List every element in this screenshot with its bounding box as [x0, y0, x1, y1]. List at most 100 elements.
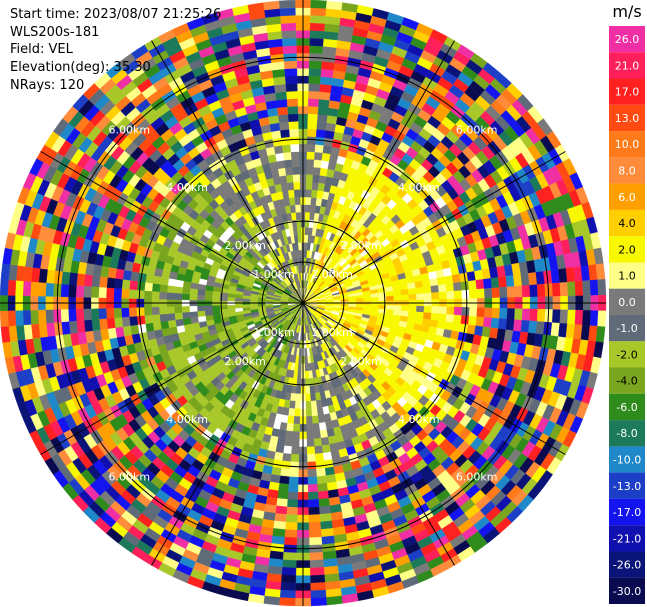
velocity-gate — [76, 273, 86, 286]
range-ring-label: 1.00km — [311, 326, 353, 339]
velocity-gate — [159, 313, 168, 322]
velocity-gate — [322, 145, 333, 155]
velocity-gate — [286, 499, 298, 508]
range-ring-label: 6.00km — [456, 123, 498, 136]
velocity-gate — [385, 295, 395, 301]
velocity-gate — [323, 558, 338, 568]
velocity-gate — [291, 158, 300, 168]
velocity-gate — [317, 414, 326, 424]
velocity-gate — [430, 285, 440, 294]
velocity-gate — [189, 305, 198, 313]
velocity-gate — [151, 314, 161, 323]
velocity-gate — [536, 283, 546, 298]
velocity-gate — [521, 308, 531, 321]
velocity-gate — [121, 316, 131, 327]
velocity-gate — [445, 314, 455, 323]
velocity-gate — [574, 280, 584, 297]
velocity-gate — [308, 529, 322, 538]
velocity-gate — [283, 445, 292, 455]
velocity-gate — [595, 263, 606, 280]
velocity-gate — [263, 0, 280, 11]
velocity-gate — [453, 314, 462, 324]
velocity-gate — [310, 15, 326, 24]
velocity-gate — [280, 22, 297, 32]
velocity-gate — [280, 574, 297, 584]
velocity-gate — [491, 307, 501, 319]
velocity-gate — [281, 30, 297, 39]
colorbar-tick-label: 10.0 — [615, 138, 640, 151]
velocity-gate — [285, 75, 298, 85]
velocity-gate — [284, 159, 293, 168]
velocity-gate — [315, 136, 325, 146]
velocity-gate — [128, 307, 138, 317]
velocity-gate — [61, 271, 71, 285]
velocity-gate — [91, 275, 101, 288]
velocity-gate — [552, 309, 561, 324]
velocity-gate — [293, 181, 301, 190]
velocity-gate — [309, 392, 317, 402]
velocity-gate — [292, 431, 300, 440]
velocity-gate — [274, 513, 287, 523]
velocity-gate — [293, 408, 301, 417]
velocity-gate — [484, 287, 493, 299]
velocity-gate — [317, 114, 328, 123]
velocity-gate — [431, 306, 440, 314]
velocity-gate — [393, 305, 402, 311]
velocity-gate — [212, 309, 221, 316]
velocity-gate — [491, 287, 501, 299]
velocity-gate — [204, 309, 214, 317]
colorbar-tick-label: 4.0 — [618, 217, 636, 230]
velocity-gate — [83, 274, 93, 287]
velocity-gate — [348, 298, 357, 302]
velocity-gate — [167, 319, 177, 328]
velocity-gate — [393, 295, 402, 301]
velocity-gate — [559, 282, 569, 297]
velocity-gate — [275, 444, 285, 454]
velocity-gate — [289, 400, 296, 409]
velocity-gate — [105, 307, 115, 319]
velocity-gate — [268, 558, 283, 568]
velocity-gate — [182, 311, 191, 319]
velocity-gate — [284, 68, 298, 77]
velocity-gate — [182, 317, 192, 326]
colorbar-cells: 26.021.017.013.010.08.06.04.02.01.00.0-1… — [609, 26, 645, 604]
velocity-gate — [416, 305, 425, 313]
range-ring-label: 4.00km — [398, 413, 440, 426]
velocity-gate — [105, 287, 115, 299]
velocity-gate — [106, 317, 116, 329]
velocity-gate — [286, 423, 294, 432]
velocity-gate — [321, 444, 331, 454]
velocity-gate — [294, 196, 301, 205]
velocity-gate — [567, 281, 576, 297]
velocity-gate — [306, 423, 314, 432]
velocity-gate — [0, 326, 11, 343]
velocity-gate — [292, 166, 300, 175]
velocity-gate — [567, 309, 576, 325]
velocity-gate — [276, 98, 288, 108]
velocity-gate — [453, 290, 463, 300]
velocity-gate — [436, 276, 446, 286]
velocity-gate — [315, 460, 325, 470]
velocity-gate — [271, 535, 285, 545]
velocity-gate — [279, 121, 290, 131]
velocity-gate — [282, 552, 297, 561]
velocity-gate — [505, 318, 515, 331]
velocity-gate — [326, 595, 343, 606]
velocity-gate — [305, 189, 313, 198]
velocity-gate — [83, 285, 92, 298]
velocity-gate — [121, 279, 131, 290]
velocity-gate — [582, 280, 591, 296]
velocity-gate — [289, 461, 299, 470]
velocity-gate — [279, 7, 296, 17]
velocity-gate — [143, 290, 153, 300]
velocity-gate — [322, 451, 333, 461]
velocity-gate — [476, 307, 485, 318]
velocity-gate — [129, 280, 138, 291]
velocity-gate — [319, 513, 332, 523]
velocity-gate — [181, 305, 190, 313]
velocity-gate — [283, 151, 292, 161]
velocity-gate — [151, 290, 160, 300]
velocity-gate — [392, 289, 402, 297]
velocity-gate — [468, 280, 477, 291]
velocity-gate — [7, 310, 17, 327]
